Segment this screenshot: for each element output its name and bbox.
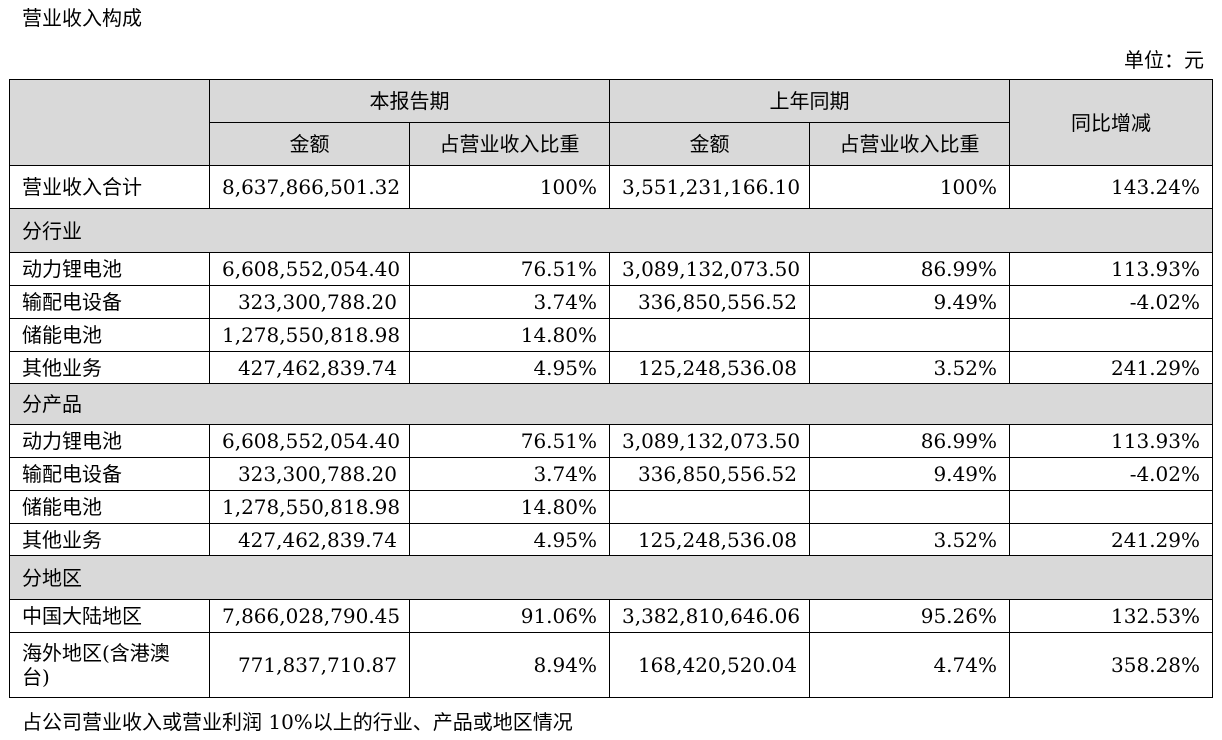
cur-amount-cell: 6,608,552,054.40	[209, 252, 410, 286]
yoy-cell: -4.02%	[1009, 457, 1213, 491]
table-row: 储能电池 1,278,550,818.98 14.80%	[9, 318, 1213, 352]
yoy-cell: 113.93%	[1009, 424, 1213, 458]
table-row: 海外地区(含港澳台) 771,837,710.87 8.94% 168,420,520…	[9, 632, 1213, 698]
cur-amount-cell: 1,278,550,818.98	[209, 490, 410, 524]
prev-share-cell: 9.49%	[809, 285, 1010, 319]
unit-label: 单位：元	[1124, 48, 1204, 72]
table-row: 其他业务 427,462,839.74 4.95% 125,248,536.08 3.5…	[9, 523, 1213, 556]
total-prev-share: 100%	[809, 165, 1010, 209]
cur-share-cell: 4.95%	[409, 523, 610, 556]
cur-share-cell: 3.74%	[409, 285, 610, 319]
prev-share-cell: 86.99%	[809, 424, 1010, 458]
prev-share-cell: 3.52%	[809, 523, 1010, 556]
row-label: 中国大陆地区	[9, 599, 210, 633]
row-label: 其他业务	[9, 523, 210, 556]
yoy-cell: 113.93%	[1009, 252, 1213, 286]
row-label: 动力锂电池	[9, 424, 210, 458]
table-row: 储能电池 1,278,550,818.98 14.80%	[9, 490, 1213, 524]
row-label: 海外地区(含港澳台)	[9, 632, 210, 698]
total-prev-amount: 3,551,231,166.10	[609, 165, 810, 209]
cur-amount-cell: 427,462,839.74	[209, 523, 410, 556]
table-row: 动力锂电池 6,608,552,054.40 76.51% 3,089,132,073…	[9, 252, 1213, 286]
cur-share-cell: 3.74%	[409, 457, 610, 491]
section-row: 分产品	[9, 383, 1213, 425]
prev-amount-cell: 3,089,132,073.50	[609, 424, 810, 458]
cur-share-cell: 76.51%	[409, 424, 610, 458]
section-title: 分地区	[9, 555, 1213, 600]
prev-share-cell: 9.49%	[809, 457, 1010, 491]
cur-amount-cell: 771,837,710.87	[209, 632, 410, 698]
prev-amount-cell: 336,850,556.52	[609, 457, 810, 491]
prev-share-cell: 86.99%	[809, 252, 1010, 286]
total-cur-share: 100%	[409, 165, 610, 209]
prev-amount-cell: 125,248,536.08	[609, 523, 810, 556]
prev-share-cell: 4.74%	[809, 632, 1010, 698]
cur-amount-cell: 6,608,552,054.40	[209, 424, 410, 458]
header-row-2: 金额 占营业收入比重 金额 占营业收入比重	[10, 122, 1213, 166]
table-row: 动力锂电池 6,608,552,054.40 76.51% 3,089,132,073…	[9, 424, 1213, 458]
cur-share-cell: 14.80%	[409, 318, 610, 352]
row-label: 其他业务	[9, 351, 210, 384]
row-label: 动力锂电池	[9, 252, 210, 286]
table-row: 输配电设备 323,300,788.20 3.74% 336,850,556.52 9.…	[9, 457, 1213, 491]
cur-amount-cell: 323,300,788.20	[209, 457, 410, 491]
prev-amount-cell	[609, 490, 810, 524]
section-row: 分地区	[9, 555, 1213, 600]
prev-amount-cell: 336,850,556.52	[609, 285, 810, 319]
prev-amount-cell: 168,420,520.04	[609, 632, 810, 698]
cur-amount-cell: 7,866,028,790.45	[209, 599, 410, 633]
header-prev-amount: 金额	[609, 122, 810, 166]
total-row: 营业收入合计 8,637,866,501.32 100% 3,551,231,1…	[9, 165, 1213, 209]
yoy-cell: 241.29%	[1009, 351, 1213, 384]
header-row-1: 本报告期 上年同期 同比增减	[9, 79, 1213, 166]
cur-amount-cell: 1,278,550,818.98	[209, 318, 410, 352]
row-label: 储能电池	[9, 490, 210, 524]
header-yoy: 同比增减	[1009, 79, 1213, 166]
header-prev-share: 占营业收入比重	[809, 122, 1010, 166]
section-title: 分产品	[9, 383, 1213, 425]
prev-amount-cell: 3,089,132,073.50	[609, 252, 810, 286]
yoy-cell: 358.28%	[1009, 632, 1213, 698]
cur-share-cell: 76.51%	[409, 252, 610, 286]
revenue-table: 本报告期 上年同期 同比增减 金额 占营业收入比重 金额 占营业收入比重 营业收…	[9, 79, 1213, 698]
section-title: 分行业	[9, 208, 1213, 253]
prev-amount-cell: 125,248,536.08	[609, 351, 810, 384]
section-row: 分行业	[9, 208, 1213, 253]
yoy-cell	[1009, 318, 1213, 352]
cur-share-cell: 14.80%	[409, 490, 610, 524]
header-cur-share: 占营业收入比重	[409, 122, 610, 166]
row-label: 输配电设备	[9, 285, 210, 319]
row-label: 输配电设备	[9, 457, 210, 491]
total-cur-amount: 8,637,866,501.32	[209, 165, 410, 209]
header-blank-cell	[9, 79, 210, 166]
prev-share-cell: 3.52%	[809, 351, 1010, 384]
prev-amount-cell: 3,382,810,646.06	[609, 599, 810, 633]
cur-share-cell: 8.94%	[409, 632, 610, 698]
header-current-period: 本报告期	[209, 79, 610, 123]
yoy-cell: 241.29%	[1009, 523, 1213, 556]
table-row: 输配电设备 323,300,788.20 3.74% 336,850,556.52 9.…	[9, 285, 1213, 319]
yoy-cell: 132.53%	[1009, 599, 1213, 633]
prev-share-cell	[809, 318, 1010, 352]
table-row: 其他业务 427,462,839.74 4.95% 125,248,536.08 3.5…	[9, 351, 1213, 384]
row-label: 储能电池	[9, 318, 210, 352]
prev-share-cell	[809, 490, 1010, 524]
yoy-cell: -4.02%	[1009, 285, 1213, 319]
total-yoy: 143.24%	[1009, 165, 1213, 209]
prev-share-cell: 95.26%	[809, 599, 1010, 633]
cur-amount-cell: 427,462,839.74	[209, 351, 410, 384]
header-prior-period: 上年同期	[609, 79, 1010, 123]
cur-share-cell: 91.06%	[409, 599, 610, 633]
table-row: 中国大陆地区 7,866,028,790.45 91.06% 3,382,810,64…	[9, 599, 1213, 633]
cur-amount-cell: 323,300,788.20	[209, 285, 410, 319]
yoy-cell	[1009, 490, 1213, 524]
page-title: 营业收入构成	[22, 6, 142, 30]
prev-amount-cell	[609, 318, 810, 352]
cur-share-cell: 4.95%	[409, 351, 610, 384]
header-cur-amount: 金额	[209, 122, 410, 166]
footer-note: 占公司营业收入或营业利润 10%以上的行业、产品或地区情况	[22, 710, 573, 734]
total-label: 营业收入合计	[9, 165, 210, 209]
